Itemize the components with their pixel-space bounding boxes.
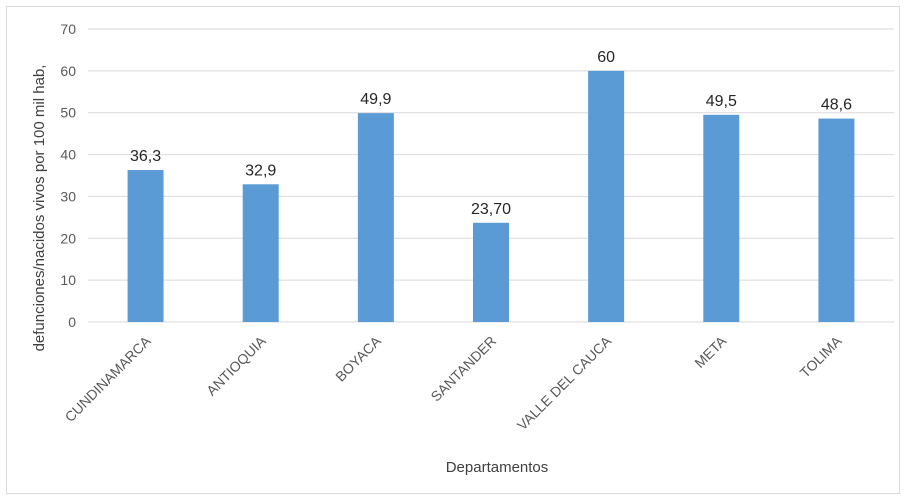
y-tick-label: 30 bbox=[60, 188, 76, 204]
x-axis-ticks: CUNDINAMARCA ANTIOQUIA BOYACA SANTANDER VALL… bbox=[62, 332, 845, 433]
data-label: 49,5 bbox=[706, 93, 737, 110]
x-tick-label: BOYACA bbox=[332, 332, 384, 384]
data-label: 49,9 bbox=[360, 91, 391, 108]
y-tick-label: 50 bbox=[60, 105, 76, 121]
x-axis-title: Departamentos bbox=[446, 459, 549, 476]
bar bbox=[588, 70, 625, 322]
y-tick-label: 40 bbox=[60, 147, 76, 163]
y-axis-ticks: 0 10 20 30 40 50 60 70 bbox=[60, 21, 76, 330]
bar bbox=[818, 118, 855, 323]
x-tick-label: CUNDINAMARCA bbox=[62, 332, 155, 425]
bar bbox=[473, 222, 509, 322]
bar bbox=[357, 113, 394, 322]
y-tick-label: 70 bbox=[60, 21, 76, 37]
data-label: 60 bbox=[597, 49, 615, 66]
bar bbox=[703, 114, 740, 322]
bar bbox=[127, 170, 164, 322]
x-tick-label: ANTIOQUIA bbox=[203, 332, 269, 398]
y-axis-title: defunciones/nacidos vivos por 100 mil ha… bbox=[31, 65, 48, 352]
y-tick-label: 60 bbox=[60, 63, 76, 79]
x-tick-label: SANTANDER bbox=[427, 333, 499, 405]
x-tick-label: TOLIMA bbox=[797, 332, 845, 380]
data-label: 23,70 bbox=[471, 201, 511, 218]
y-tick-label: 20 bbox=[60, 230, 76, 246]
x-tick-label: VALLE DEL CAUCA bbox=[514, 332, 615, 433]
bar bbox=[242, 184, 279, 322]
data-label: 48,6 bbox=[821, 97, 852, 114]
y-tick-label: 10 bbox=[60, 272, 76, 288]
data-label: 32,9 bbox=[245, 162, 276, 179]
data-label: 36,3 bbox=[130, 148, 161, 165]
bars bbox=[127, 70, 855, 323]
data-labels: 36,3 32,9 49,9 23,70 60 49,5 48,6 bbox=[130, 49, 852, 218]
y-tick-label: 0 bbox=[68, 314, 76, 330]
gridlines bbox=[88, 28, 894, 323]
x-tick-label: META bbox=[691, 332, 730, 371]
